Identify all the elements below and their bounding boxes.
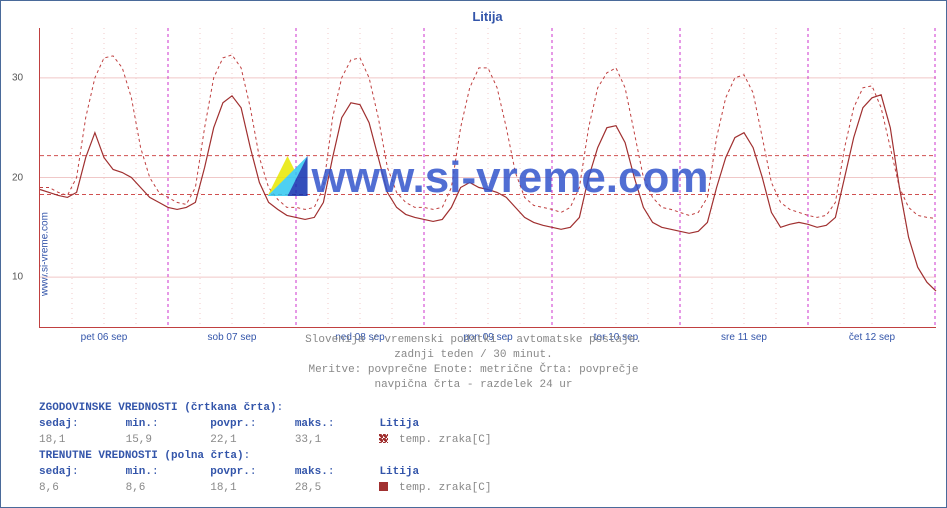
legend-hist-header-row: sedaj: min.: povpr.: maks.: Litija — [39, 417, 491, 433]
legend-station-hist: Litija — [379, 418, 419, 430]
caption-line-2: zadnji teden / 30 minut. — [1, 348, 946, 363]
hdr-min: min. — [126, 418, 152, 430]
legend-curr-title-row: TRENUTNE VREDNOSTI (polna črta): — [39, 449, 491, 465]
legend-measure-curr: temp. zraka[C] — [399, 481, 491, 497]
hdr-avg: povpr. — [210, 418, 250, 430]
swatch-solid-icon — [379, 482, 388, 491]
legend-curr-title: TRENUTNE VREDNOSTI (polna črta) — [39, 450, 244, 462]
hist-max: 33,1 — [295, 433, 373, 449]
hdr-now: sedaj — [39, 418, 72, 430]
legend-hist-value-row: 18,1 15,9 22,1 33,1 temp. zraka[C] — [39, 433, 491, 449]
swatch-dashed-icon — [379, 434, 388, 443]
chart-area: Litija www.si-vreme.com 102030pet 06 sep… — [39, 9, 936, 349]
legend-measure-hist: temp. zraka[C] — [399, 433, 491, 449]
ytick-label: 20 — [12, 172, 23, 183]
plot-svg — [40, 28, 936, 327]
ytick-label: 10 — [12, 272, 23, 283]
curr-max: 28,5 — [295, 481, 373, 497]
hdr-max-2: maks. — [295, 466, 328, 478]
chart-frame: www.si-vreme.com Litija www.si-vreme.com… — [0, 0, 947, 508]
legend-hist-title: ZGODOVINSKE VREDNOSTI (črtkana črta) — [39, 402, 277, 414]
hdr-max: maks. — [295, 418, 328, 430]
legend-curr-value-row: 8,6 8,6 18,1 28,5 temp. zraka[C] — [39, 481, 491, 497]
curr-now: 8,6 — [39, 481, 119, 497]
chart-title: Litija — [39, 9, 936, 24]
caption-block: Slovenija / vremenski podatki - avtomats… — [1, 333, 946, 392]
caption-line-4: navpična črta - razdelek 24 ur — [1, 378, 946, 393]
legend-curr-header-row: sedaj: min.: povpr.: maks.: Litija — [39, 465, 491, 481]
plot-region: www.si-vreme.com 102030pet 06 sepsob 07 … — [39, 28, 936, 328]
legend-station-curr: Litija — [379, 466, 419, 478]
legend-block: ZGODOVINSKE VREDNOSTI (črtkana črta): se… — [39, 401, 491, 497]
hist-avg: 22,1 — [210, 433, 288, 449]
caption-line-3: Meritve: povprečne Enote: metrične Črta:… — [1, 363, 946, 378]
legend-hist-title-row: ZGODOVINSKE VREDNOSTI (črtkana črta): — [39, 401, 491, 417]
ytick-label: 30 — [12, 72, 23, 83]
hist-now: 18,1 — [39, 433, 119, 449]
hdr-min-2: min. — [126, 466, 152, 478]
hist-min: 15,9 — [126, 433, 204, 449]
curr-avg: 18,1 — [210, 481, 288, 497]
caption-line-1: Slovenija / vremenski podatki - avtomats… — [1, 333, 946, 348]
hdr-now-2: sedaj — [39, 466, 72, 478]
hdr-avg-2: povpr. — [210, 466, 250, 478]
curr-min: 8,6 — [126, 481, 204, 497]
